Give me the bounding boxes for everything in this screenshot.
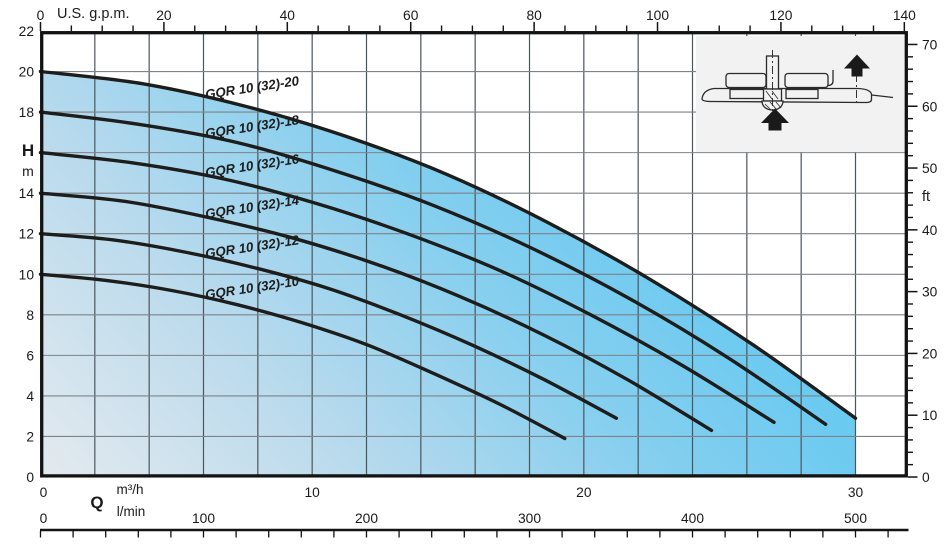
tick-label: 6 <box>26 348 34 363</box>
tick-label: 140 <box>893 8 916 23</box>
tick-label: 400 <box>681 511 704 526</box>
bottom-axis-unit-m3h-label: m³/h <box>116 482 144 497</box>
tick-label: 40 <box>922 223 938 238</box>
tick-label: 60 <box>403 8 419 23</box>
tick-label: 60 <box>922 99 938 114</box>
tick-label: 30 <box>922 285 938 300</box>
tick-label: 70 <box>922 37 938 52</box>
tick-label: 20 <box>922 346 938 361</box>
pump-curve-20 <box>38 69 858 420</box>
tick-label: 20 <box>19 65 35 80</box>
flow-arrow-up-icon <box>761 108 789 131</box>
tick-label: 10 <box>19 267 35 282</box>
bottom-m3h-axis: 0 10 20 30 <box>40 485 864 500</box>
tick-label: 0 <box>37 8 45 23</box>
tick-label: 120 <box>769 8 792 23</box>
tick-label: 10 <box>304 485 320 500</box>
curve-label-20: GQR 10 (32)-20 <box>204 73 300 102</box>
tick-label: 0 <box>26 470 34 485</box>
tick-label: 8 <box>26 308 34 323</box>
pump-pipe-hook <box>827 70 834 87</box>
pump-curve-18 <box>38 110 828 426</box>
pump-curve-16 <box>38 150 776 424</box>
pump-curve-12 <box>38 232 619 420</box>
pump-plate-left <box>729 88 765 100</box>
bottom-axis-unit-lmin-label: l/min <box>116 504 146 519</box>
tick-label: 500 <box>844 511 867 526</box>
tick-label: 100 <box>192 511 215 526</box>
tick-label: 12 <box>19 227 34 242</box>
flow-arrow-up-icon <box>844 54 870 77</box>
hatch-line <box>775 101 782 109</box>
right-axis-unit-label: ft <box>922 189 931 205</box>
tick-label: 300 <box>518 511 541 526</box>
top-axis-unit-label: U.S. g.p.m. <box>57 6 130 22</box>
hatch-line <box>769 101 778 111</box>
left-axis-unit-label: m <box>22 163 34 179</box>
right-axis: 0 10 20 30 40 50 60 70 <box>908 37 938 485</box>
tick-label: 18 <box>19 105 35 120</box>
tick-label: 30 <box>848 485 864 500</box>
pump-curve-14 <box>38 191 714 433</box>
bottom-lmin-axis: 0 100 200 300 400 500 <box>40 511 909 538</box>
hatch-line <box>764 103 772 111</box>
tick-label: 22 <box>19 24 34 39</box>
tick-label: 0 <box>40 485 48 500</box>
tick-label: 50 <box>922 161 938 176</box>
pump-flange-right <box>784 72 829 89</box>
tick-label: 40 <box>280 8 296 23</box>
pump-flange-left <box>725 72 767 89</box>
plot-border <box>40 31 908 478</box>
pump-plate-right <box>785 88 819 100</box>
tick-label: 14 <box>19 186 35 201</box>
tick-label: 2 <box>26 429 34 444</box>
pump-curve-10 <box>38 272 567 441</box>
tick-label: 20 <box>156 8 172 23</box>
left-axis-symbol-label: H <box>21 141 35 160</box>
pump-section-inset <box>696 36 906 152</box>
hatch-line <box>771 90 779 100</box>
tick-label: 0 <box>922 470 930 485</box>
pump-curves <box>38 69 858 441</box>
tick-label: 20 <box>576 485 592 500</box>
tick-label: 80 <box>526 8 542 23</box>
tick-label: 0 <box>40 511 48 526</box>
tick-label: 10 <box>922 408 938 423</box>
bottom-axis-symbol-label: Q <box>90 493 104 512</box>
hatch-line <box>765 90 773 100</box>
pump-body-tip-line <box>871 94 894 99</box>
top-axis: 0 20 40 60 80 100 120 140 <box>37 8 916 31</box>
tick-label: 200 <box>355 511 378 526</box>
tick-label: 4 <box>26 389 34 404</box>
tick-label: 100 <box>646 8 669 23</box>
